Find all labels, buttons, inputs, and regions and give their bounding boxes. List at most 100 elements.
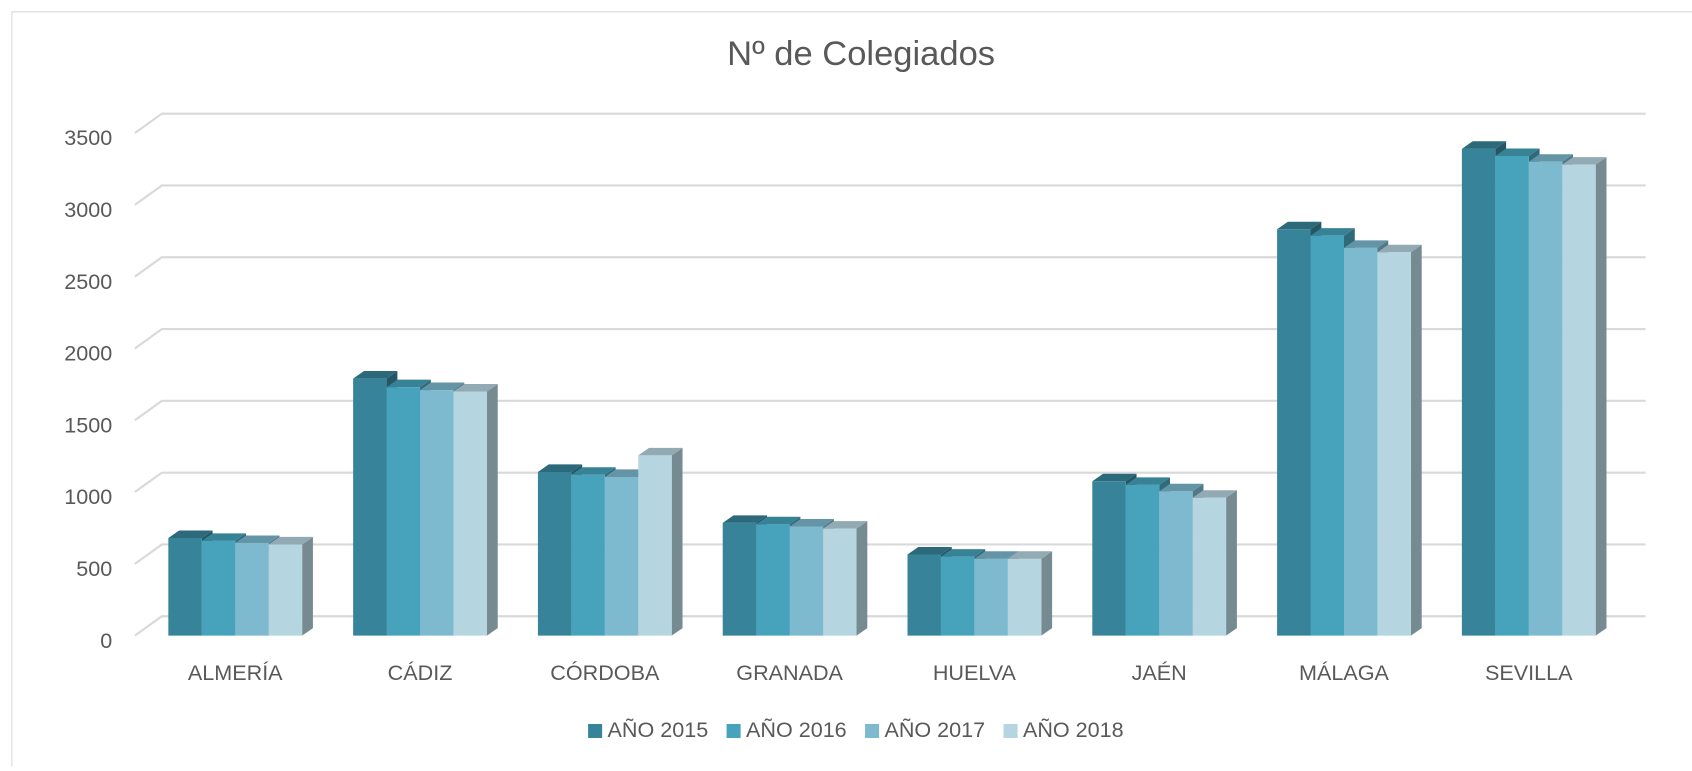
bar-top bbox=[974, 551, 1019, 559]
bar-top bbox=[386, 379, 431, 388]
bar-front bbox=[1528, 161, 1563, 636]
bar-front bbox=[1159, 491, 1193, 636]
bar-top bbox=[1562, 157, 1607, 165]
legend-label: AÑO 2015 bbox=[608, 717, 709, 742]
grid-line bbox=[134, 256, 1646, 278]
bar-side bbox=[302, 536, 313, 636]
bar-front bbox=[453, 391, 487, 636]
x-tick-label: ALMERÍA bbox=[188, 660, 283, 685]
x-tick-label: CÁDIZ bbox=[388, 660, 453, 685]
bar-front bbox=[235, 543, 269, 636]
legend-label: AÑO 2018 bbox=[1023, 717, 1124, 742]
bar-front bbox=[268, 544, 303, 636]
bar-top bbox=[235, 535, 280, 544]
bar-front bbox=[1277, 229, 1311, 636]
y-tick-label: 2500 bbox=[64, 269, 112, 294]
bar-top bbox=[201, 533, 247, 541]
legend-swatch bbox=[588, 723, 603, 738]
bar-top bbox=[940, 549, 986, 557]
bar-front bbox=[1343, 247, 1378, 636]
bar-front bbox=[722, 522, 757, 636]
legend-label: AÑO 2017 bbox=[884, 717, 985, 742]
bar-top bbox=[789, 518, 834, 527]
bar-top bbox=[756, 516, 801, 525]
bar-front bbox=[974, 558, 1008, 636]
bar-side bbox=[1041, 551, 1053, 636]
bar-top bbox=[823, 521, 868, 529]
bar-top bbox=[1528, 154, 1574, 162]
bar-front bbox=[386, 387, 421, 636]
y-tick-label: 3000 bbox=[64, 197, 112, 222]
x-tick-label: HUELVA bbox=[933, 660, 1017, 685]
bar-front bbox=[1377, 252, 1411, 636]
bar-top bbox=[1310, 228, 1355, 236]
bar-front bbox=[638, 455, 672, 636]
bar-front bbox=[420, 390, 454, 636]
bar-front bbox=[571, 474, 605, 636]
chart-title: Nº de Colegiados bbox=[727, 35, 995, 73]
x-tick-label: CÓRDOBA bbox=[550, 660, 660, 685]
bar-top bbox=[420, 382, 465, 391]
y-tick-label: 0 bbox=[100, 628, 112, 653]
bar bbox=[823, 521, 868, 636]
bar-side bbox=[1410, 244, 1422, 636]
chart-border bbox=[11, 11, 1692, 771]
bar bbox=[1377, 244, 1422, 636]
bar-side bbox=[671, 447, 683, 636]
y-tick-label: 2000 bbox=[64, 341, 112, 366]
legend-swatch bbox=[1003, 723, 1018, 738]
bar-front bbox=[1310, 235, 1344, 636]
bar-front bbox=[940, 556, 975, 636]
bar-front bbox=[604, 476, 639, 636]
bar-front bbox=[537, 471, 572, 636]
bar-front bbox=[1562, 164, 1596, 636]
bar-top bbox=[268, 536, 313, 545]
bar-top bbox=[1092, 473, 1137, 482]
bar-front bbox=[1192, 497, 1227, 636]
bar-front bbox=[1461, 148, 1496, 636]
bar bbox=[268, 536, 313, 636]
bar-top bbox=[604, 469, 650, 477]
bar-top bbox=[1377, 244, 1422, 253]
bar-front bbox=[907, 554, 941, 636]
bar-front bbox=[756, 524, 790, 636]
bar-top bbox=[1343, 240, 1389, 248]
bar-top bbox=[907, 546, 952, 555]
bar-top bbox=[537, 464, 583, 472]
x-tick-label: SEVILLA bbox=[1485, 660, 1573, 685]
bar-top bbox=[1495, 148, 1540, 157]
grid-line bbox=[134, 327, 1646, 350]
bar-top bbox=[1159, 483, 1204, 492]
legend-swatch bbox=[726, 723, 741, 738]
x-tick-label: MÁLAGA bbox=[1299, 660, 1390, 685]
grid-line bbox=[134, 184, 1646, 206]
grid-line bbox=[134, 471, 1646, 493]
grid-line bbox=[134, 399, 1646, 422]
x-tick-label: JAÉN bbox=[1132, 660, 1187, 685]
bar-top bbox=[453, 383, 498, 392]
bar bbox=[1007, 551, 1053, 636]
bar-front bbox=[1125, 484, 1160, 636]
bar bbox=[453, 383, 498, 636]
bar-top bbox=[168, 530, 213, 538]
bar-side bbox=[1595, 157, 1607, 636]
bar-top bbox=[571, 467, 616, 475]
legend-label: AÑO 2016 bbox=[746, 717, 847, 742]
bar-top bbox=[1192, 490, 1237, 498]
bar-front bbox=[168, 537, 202, 636]
bar-front bbox=[353, 378, 387, 636]
bar-top bbox=[1125, 477, 1170, 485]
bar-top bbox=[1277, 221, 1322, 230]
bar-side bbox=[486, 383, 498, 636]
bar-front bbox=[1007, 558, 1042, 636]
y-tick-label: 500 bbox=[76, 556, 112, 581]
bar bbox=[1562, 157, 1607, 636]
bar-top bbox=[722, 515, 767, 523]
grid-line bbox=[134, 112, 1646, 134]
bar-side bbox=[1226, 490, 1237, 636]
bar bbox=[1192, 490, 1237, 636]
bar-front bbox=[1092, 481, 1126, 636]
x-tick-label: GRANADA bbox=[736, 660, 843, 685]
bar-top bbox=[1461, 141, 1507, 149]
